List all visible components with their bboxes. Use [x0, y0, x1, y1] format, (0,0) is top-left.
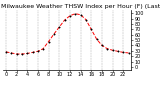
Text: Milwaukee Weather THSW Index per Hour (F) (Last 24 Hours): Milwaukee Weather THSW Index per Hour (F…	[1, 4, 160, 9]
